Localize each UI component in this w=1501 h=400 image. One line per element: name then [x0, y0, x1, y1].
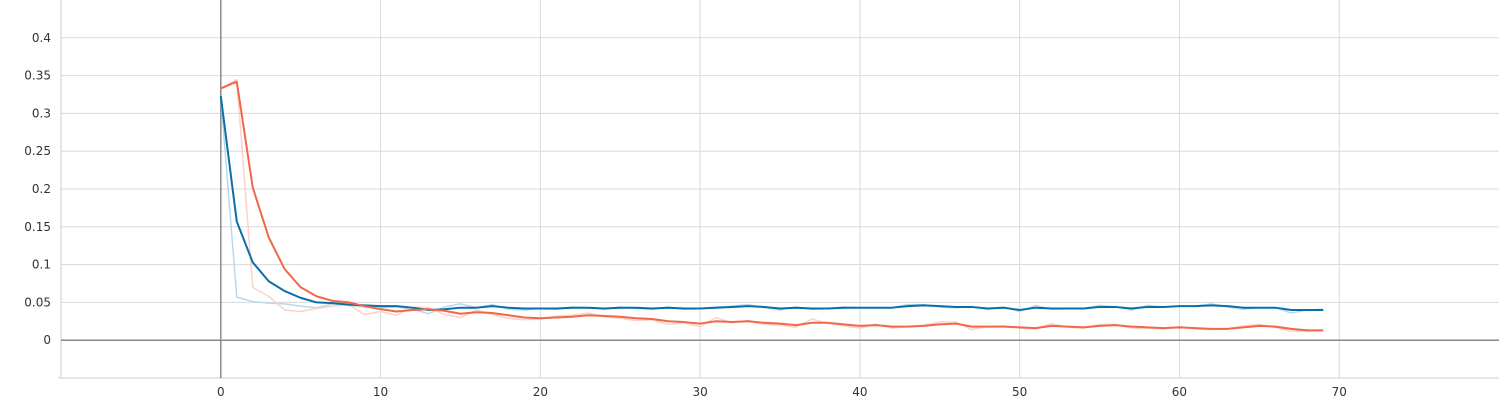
- series-1-raw-line: [220, 96, 1324, 315]
- x-tick-label: 40: [852, 385, 867, 399]
- x-tick-label: 50: [1012, 385, 1027, 399]
- y-tick-label: 0.15: [24, 220, 51, 234]
- series-layer: [219, 78, 1324, 332]
- x-tick-label: 70: [1332, 385, 1347, 399]
- tick-label-layer: 0 10 20 30 40 50 60 70 0 0.05 0.1 0.15 0.2 0.25 0.3 0.3…: [24, 31, 1347, 399]
- y-tick-label: 0.3: [32, 106, 51, 120]
- y-tick-label: 0: [43, 333, 51, 347]
- series-2-smoothed-line: [220, 80, 1324, 332]
- y-tick-label: 0.25: [24, 144, 51, 158]
- x-tick-label: 20: [533, 385, 548, 399]
- y-tick-label: 0.05: [24, 295, 51, 309]
- grid-layer: [61, 0, 1499, 378]
- series-1-smoothed-line: [219, 95, 1324, 311]
- x-tick-label: 10: [373, 385, 388, 399]
- series-2-raw-line: [220, 78, 1324, 332]
- y-tick-label: 0.35: [24, 69, 51, 83]
- y-tick-label: 0.4: [32, 31, 51, 45]
- x-tick-label: 60: [1172, 385, 1187, 399]
- x-tick-label: 0: [217, 385, 225, 399]
- axis-layer: [58, 0, 1499, 379]
- x-tick-label: 30: [692, 385, 707, 399]
- y-tick-label: 0.2: [32, 182, 51, 196]
- y-tick-label: 0.1: [32, 258, 51, 272]
